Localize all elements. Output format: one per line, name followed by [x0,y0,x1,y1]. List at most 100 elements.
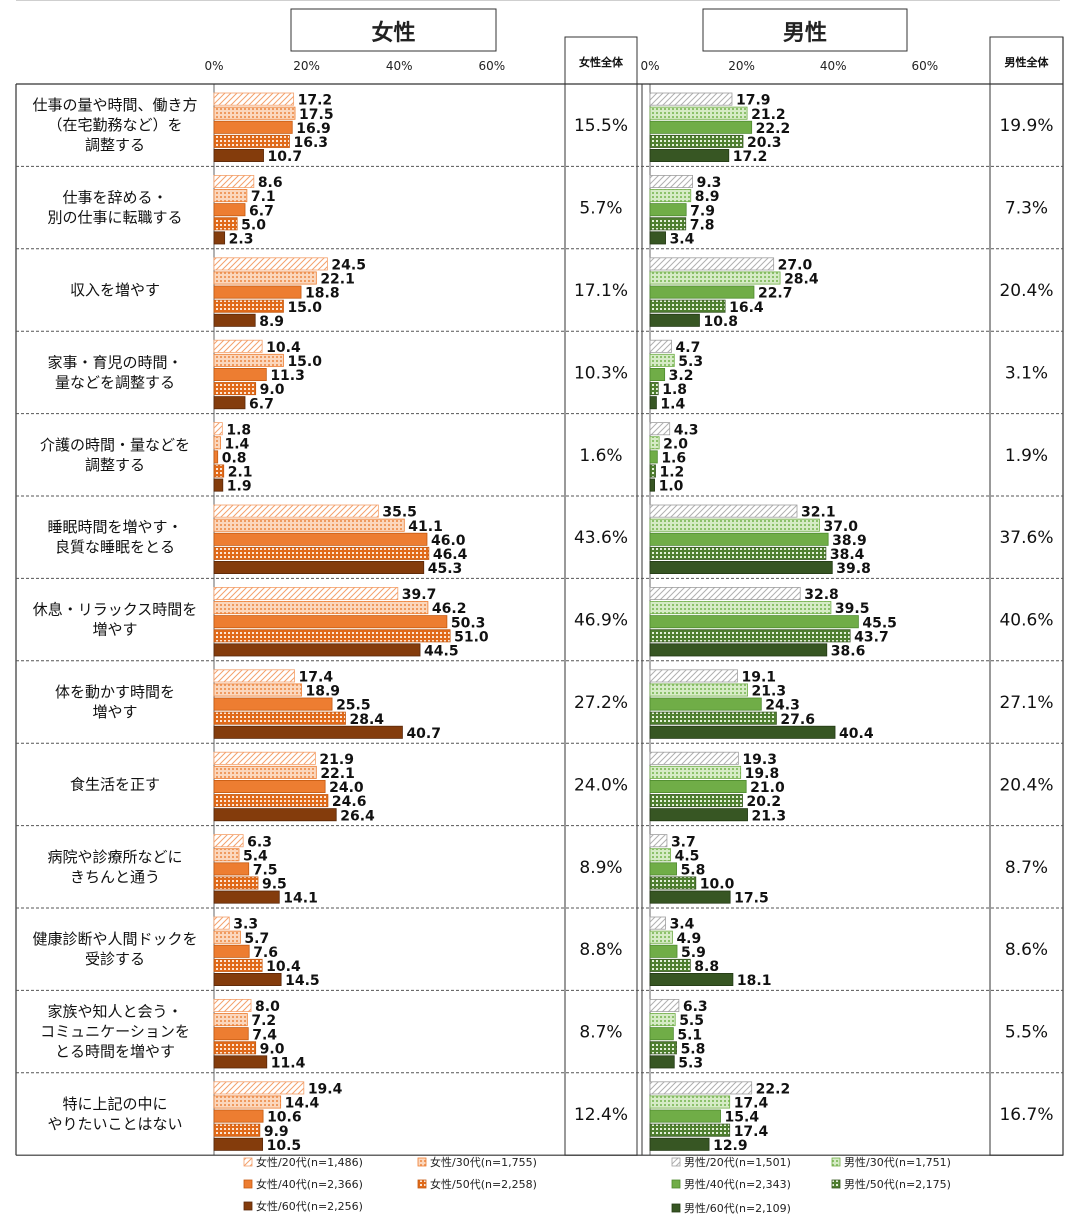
legend-swatch [671,1203,681,1213]
bar-value-label: 2.3 [229,232,254,248]
bar [213,862,250,876]
bar [213,313,256,327]
panel-title-box [702,8,908,52]
total-value: 3.1% [1005,363,1048,383]
bar [213,587,399,601]
bar [649,1081,753,1095]
legend-swatch [671,1157,681,1167]
bar-value-label: 5.5 [679,1013,704,1029]
bar-value-label: 46.0 [431,533,466,549]
bar-value-label: 3.2 [669,368,694,384]
bar [213,134,290,148]
total-value: 12.4% [574,1105,628,1125]
legend-swatch [417,1157,427,1167]
bar-value-label: 21.3 [752,684,787,700]
bar-value-label: 15.4 [725,1110,760,1126]
bar-value-label: 21.0 [750,780,785,796]
category-label: （在宅勤務など）を [47,116,182,134]
legend-label: 女性/50代(n=2,258) [430,1177,537,1191]
bar [213,120,293,134]
legend-swatch [831,1157,841,1167]
total-column-header: 女性全体 [579,55,624,69]
bar [649,876,697,890]
bar [213,751,316,765]
total-value: 15.5% [574,116,628,136]
bar-value-label: 24.0 [329,780,364,796]
bar [649,697,762,711]
bar [213,518,405,532]
bar [213,382,257,396]
bar [213,203,246,217]
category-label: 健康診断や人間ドックを [32,930,197,948]
category-label: 調整する [85,456,145,474]
bar [213,271,317,285]
total-value: 5.7% [579,199,622,219]
category-labels: 仕事の量や時間、働き方（在宅勤務など）を調整する仕事を辞める・別の仕事に転職する… [32,96,197,1133]
bar-value-label: 18.1 [737,973,772,989]
bar-value-label: 25.5 [336,698,371,714]
bar-value-label: 10.6 [267,1110,302,1126]
category-label: 仕事の量や時間、働き方 [32,96,197,114]
bar [649,271,781,285]
bar-value-label: 9.3 [697,175,722,191]
bar [649,231,666,245]
bar-value-label: 16.3 [293,135,328,151]
bar-value-label: 22.2 [756,121,791,137]
bar [649,587,801,601]
category-label: 良質な睡眠をとる [55,538,175,556]
bar [213,808,337,822]
legend-label: 女性/20代(n=1,486) [256,1155,363,1169]
bar [649,834,668,848]
bar-value-label: 1.4 [660,396,685,412]
bar [649,751,739,765]
bar [213,1041,257,1055]
total-value: 46.9% [574,611,628,631]
bar-value-label: 7.9 [690,203,715,219]
bar [213,683,302,697]
total-value: 27.1% [999,693,1053,713]
x-tick-label: 40% [386,59,413,73]
bar-value-label: 10.8 [703,314,738,330]
bar-value-label: 4.5 [675,848,700,864]
bar [213,629,451,643]
bar-value-label: 11.3 [270,368,305,384]
category-label: 量などを調整する [55,373,175,391]
bar-value-label: 17.4 [734,1096,769,1112]
category-label: とる時間を増やす [55,1043,175,1061]
bar [213,299,284,313]
bar-value-label: 14.4 [285,1096,320,1112]
bar-value-label: 8.0 [255,999,280,1015]
bar [649,683,748,697]
bar [213,504,379,518]
bar-value-label: 5.1 [677,1027,702,1043]
bar [649,464,656,478]
legend-label: 女性/30代(n=1,755) [430,1155,537,1169]
bar-value-label: 22.7 [758,286,793,302]
bar [649,92,733,106]
bar-value-label: 7.2 [251,1013,276,1029]
total-column-header: 男性全体 [1005,55,1050,69]
category-label: 調整する [85,136,145,154]
bar-value-label: 19.4 [308,1082,343,1098]
bar [213,1013,248,1027]
bar [213,930,241,944]
category-label: 食生活を正す [70,775,160,793]
bar-value-label: 3.4 [670,232,695,248]
bar-value-label: 39.7 [402,587,437,603]
bar-value-label: 5.7 [244,931,269,947]
bar-value-label: 3.3 [233,917,258,933]
x-tick-label: 20% [293,59,320,73]
bar-value-label: 43.7 [854,629,889,645]
bar [213,643,421,657]
bar-value-label: 17.4 [299,670,334,686]
bar-value-label: 17.9 [736,93,771,109]
bar [213,1109,264,1123]
bar-value-label: 18.9 [306,684,341,700]
bar [649,1013,676,1027]
bar [649,973,734,987]
bar [649,367,666,381]
bar [649,339,672,353]
legend-label: 男性/40代(n=2,343) [684,1177,791,1191]
bar [213,217,238,231]
bar [213,396,246,410]
